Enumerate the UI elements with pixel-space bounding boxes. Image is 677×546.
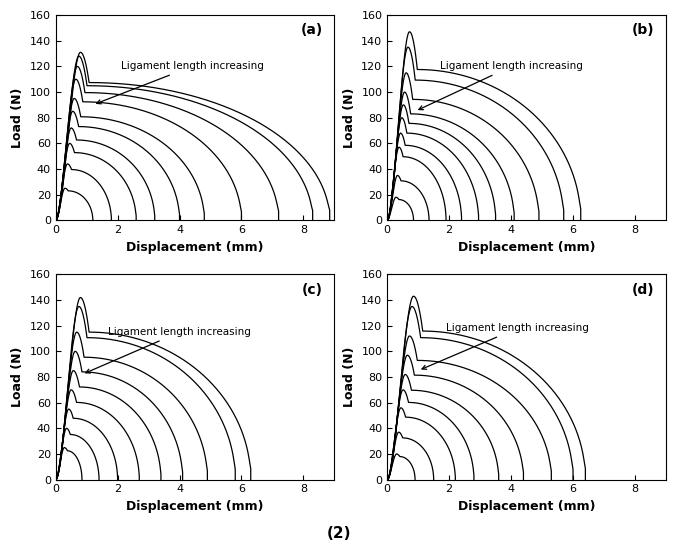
Text: (d): (d) bbox=[632, 283, 655, 296]
Y-axis label: Load (N): Load (N) bbox=[343, 87, 355, 148]
Text: (2): (2) bbox=[326, 526, 351, 541]
X-axis label: Displacement (mm): Displacement (mm) bbox=[126, 241, 264, 254]
Y-axis label: Load (N): Load (N) bbox=[11, 347, 24, 407]
Text: (b): (b) bbox=[632, 23, 655, 37]
X-axis label: Displacement (mm): Displacement (mm) bbox=[458, 241, 595, 254]
Text: Ligament length increasing: Ligament length increasing bbox=[86, 327, 251, 373]
Text: Ligament length increasing: Ligament length increasing bbox=[419, 61, 583, 110]
Y-axis label: Load (N): Load (N) bbox=[343, 347, 355, 407]
Text: (c): (c) bbox=[302, 283, 323, 296]
Text: (a): (a) bbox=[301, 23, 323, 37]
Y-axis label: Load (N): Load (N) bbox=[11, 87, 24, 148]
Text: Ligament length increasing: Ligament length increasing bbox=[422, 323, 589, 369]
X-axis label: Displacement (mm): Displacement (mm) bbox=[126, 500, 264, 513]
X-axis label: Displacement (mm): Displacement (mm) bbox=[458, 500, 595, 513]
Text: Ligament length increasing: Ligament length increasing bbox=[97, 61, 263, 104]
